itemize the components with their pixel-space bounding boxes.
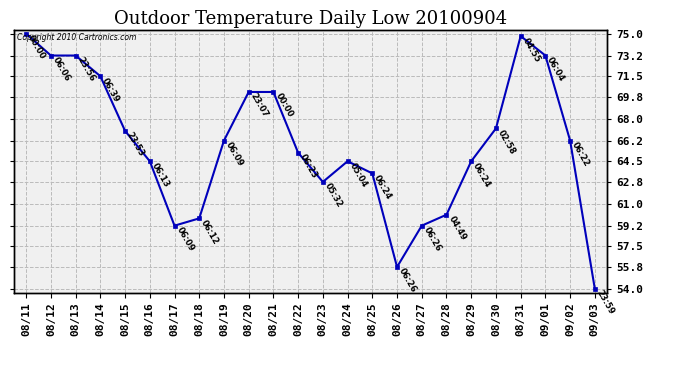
Text: 04:55: 04:55: [521, 36, 542, 64]
Text: 06:09: 06:09: [224, 141, 245, 168]
Text: 06:22: 06:22: [570, 141, 591, 168]
Text: 05:04: 05:04: [348, 161, 368, 189]
Text: 05:32: 05:32: [323, 182, 344, 210]
Text: 06:04: 06:04: [545, 56, 566, 83]
Text: Copyright 2010 Cartronics.com: Copyright 2010 Cartronics.com: [17, 33, 136, 42]
Text: 04:49: 04:49: [446, 215, 468, 242]
Text: 23:53: 23:53: [125, 131, 146, 158]
Text: 06:23: 06:23: [298, 153, 319, 180]
Text: 23:59: 23:59: [595, 289, 616, 316]
Text: 02:58: 02:58: [496, 128, 517, 156]
Text: 00:00: 00:00: [273, 92, 295, 119]
Text: 00:00: 00:00: [26, 34, 47, 61]
Text: 06:39: 06:39: [100, 76, 121, 104]
Text: 06:26: 06:26: [422, 226, 443, 254]
Text: 06:09: 06:09: [175, 226, 195, 253]
Title: Outdoor Temperature Daily Low 20100904: Outdoor Temperature Daily Low 20100904: [114, 10, 507, 28]
Text: 23:07: 23:07: [248, 92, 270, 119]
Text: 06:06: 06:06: [51, 56, 72, 83]
Text: 06:12: 06:12: [199, 218, 220, 246]
Text: 06:24: 06:24: [471, 161, 493, 189]
Text: 23:56: 23:56: [76, 56, 97, 83]
Text: 06:26: 06:26: [397, 267, 418, 295]
Text: 06:13: 06:13: [150, 161, 171, 189]
Text: 06:24: 06:24: [373, 173, 393, 201]
